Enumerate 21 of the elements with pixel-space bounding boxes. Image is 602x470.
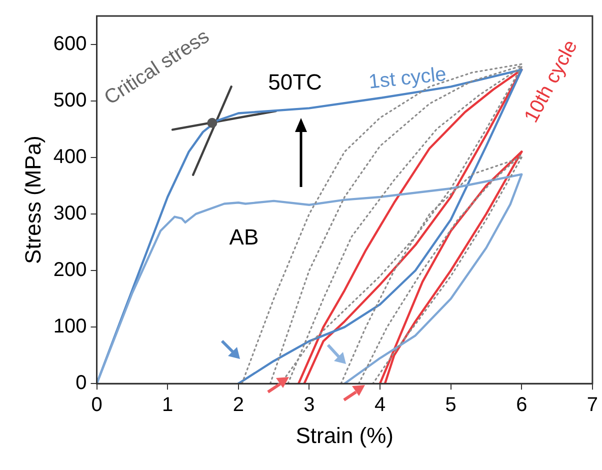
y-axis-title: Stress (MPa) xyxy=(20,136,46,264)
annotation: 10th cycle xyxy=(520,36,582,126)
y-tick-label: 200 xyxy=(53,259,87,282)
y-tick-label: 0 xyxy=(76,372,87,394)
y-tick-label: 400 xyxy=(53,146,87,168)
y-tick-label: 300 xyxy=(53,202,87,224)
annotation: 1st cycle xyxy=(368,63,448,94)
x-tick-label: 6 xyxy=(516,394,528,416)
x-tick-label: 3 xyxy=(304,394,315,416)
annotation: 50TC xyxy=(268,70,322,95)
y-tick-label: 600 xyxy=(53,32,87,55)
x-axis-title: Strain (%) xyxy=(296,422,394,448)
x-tick-label: 2 xyxy=(232,394,244,416)
y-tick-label: 100 xyxy=(53,316,87,338)
x-tick-label: 7 xyxy=(586,394,598,416)
x-tick-label: 5 xyxy=(445,394,456,416)
x-tick-label: 4 xyxy=(374,394,386,416)
x-tick-label: 0 xyxy=(91,394,102,416)
annotation: AB xyxy=(229,224,259,250)
y-tick-label: 500 xyxy=(53,89,87,112)
x-tick-label: 1 xyxy=(162,394,174,416)
